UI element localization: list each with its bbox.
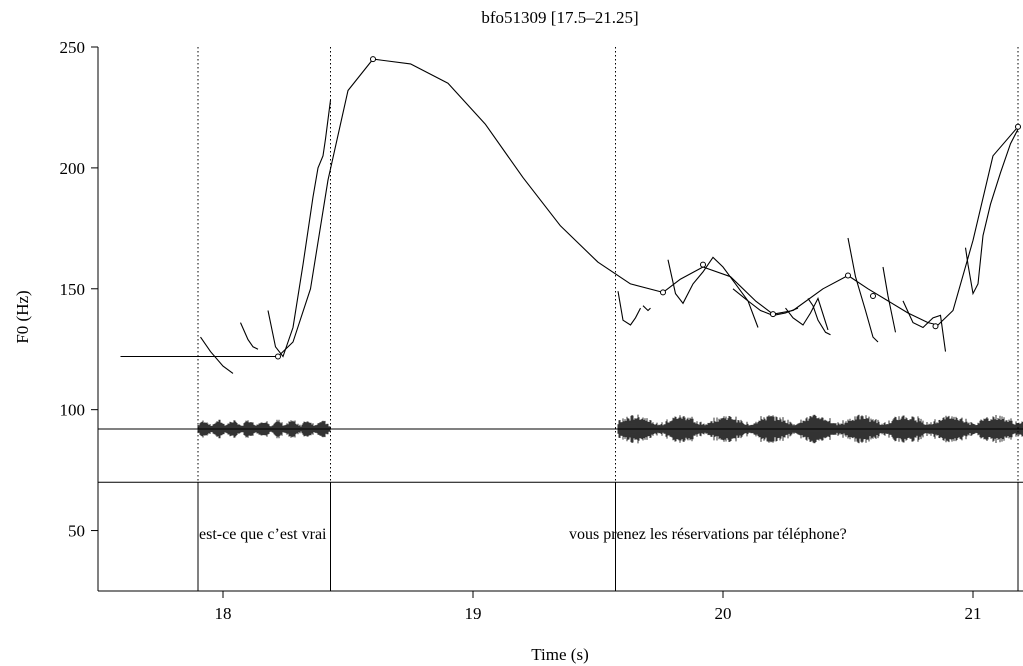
y-tick-label: 250	[60, 38, 86, 57]
measured-f0-segment	[785, 296, 829, 331]
y-axis-label: F0 (Hz)	[13, 290, 32, 343]
anchor-point	[770, 311, 776, 318]
waveform	[98, 414, 1023, 444]
measured-f0-segment	[667, 256, 799, 316]
measured-f0-segment	[807, 298, 831, 336]
measured-f0-segment	[617, 291, 641, 326]
anchor-point	[932, 323, 939, 330]
axes: 50 100 150 200 250 18 19 20 21	[60, 38, 1023, 623]
x-tick-label: 21	[965, 604, 982, 623]
anchor-points	[275, 56, 1021, 360]
anchor-point	[275, 353, 281, 360]
y-tick-label: 100	[60, 401, 86, 420]
stylized-contour	[120, 58, 1019, 358]
word-label: vous prenez les réservations par télépho…	[569, 526, 847, 543]
anchor-point	[700, 261, 706, 268]
measured-f0-segment	[847, 237, 879, 343]
y-tick-label: 200	[60, 159, 86, 178]
anchor-point	[870, 293, 876, 300]
measured-f0-segment	[732, 288, 759, 328]
word-label: est-ce que c’est vrai	[199, 526, 327, 543]
measured-f0-segment	[239, 322, 259, 350]
measured-f0-segments	[200, 100, 1019, 374]
anchor-point	[660, 289, 666, 296]
boundary-lines	[197, 47, 1019, 591]
measured-f0-segment	[964, 128, 1019, 296]
measured-f0-segment	[267, 100, 332, 358]
anchor-point	[1015, 123, 1021, 130]
x-axis-label: Time (s)	[531, 645, 588, 664]
anchor-point	[845, 272, 851, 279]
waveform-segment	[617, 414, 1023, 444]
x-tick-label: 19	[465, 604, 482, 623]
measured-f0-segment	[200, 336, 234, 374]
measured-f0-segment	[902, 300, 947, 352]
chart-title: bfo51309 [17.5–21.25]	[481, 8, 638, 27]
anchor-point	[370, 56, 376, 63]
x-tick-label: 18	[215, 604, 232, 623]
x-tick-label: 20	[715, 604, 732, 623]
stylized-contour-line	[120, 58, 1019, 358]
measured-f0-segment	[882, 266, 897, 333]
y-tick-label: 150	[60, 280, 86, 299]
y-tick-label: 50	[68, 522, 85, 541]
measured-f0-segment	[642, 305, 651, 312]
word-tier: est-ce que c’est vrai vous prenez les rés…	[98, 481, 1023, 543]
waveform-segment	[197, 419, 331, 439]
